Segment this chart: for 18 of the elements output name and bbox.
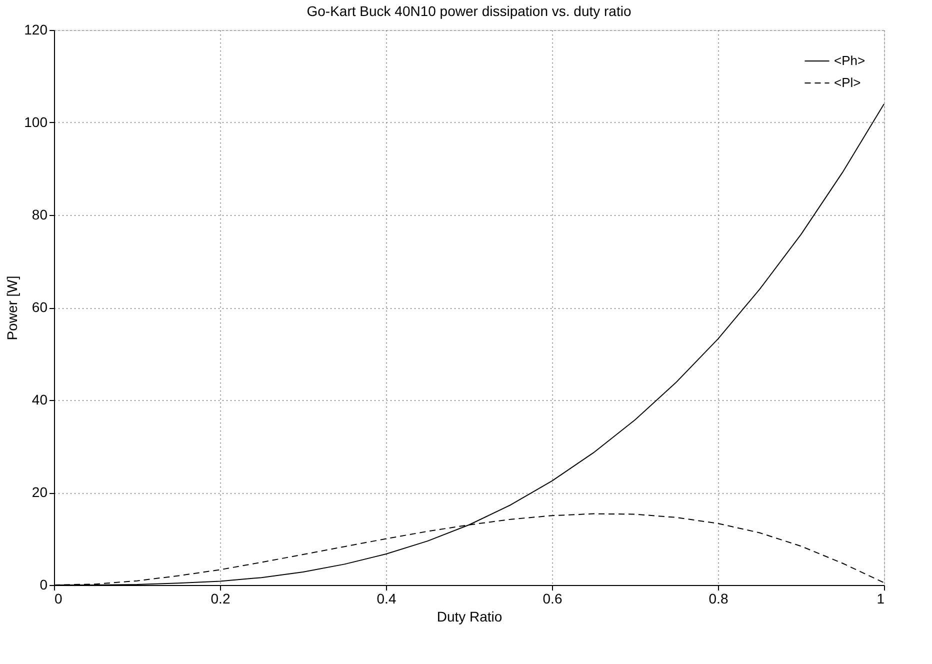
legend-label: <Pl> [834, 75, 861, 90]
y-tick-label: 120 [24, 22, 48, 38]
y-tick-label: 0 [40, 576, 48, 592]
y-tick-label: 80 [32, 206, 48, 222]
x-tick-label: 0.2 [210, 590, 230, 606]
x-axis-title: Duty Ratio [436, 608, 502, 624]
y-tick-label: 20 [32, 484, 48, 500]
x-tick-label: 0 [54, 590, 62, 606]
y-tick-label: 60 [32, 299, 48, 315]
y-tick-label: 40 [32, 392, 48, 408]
x-tick-label: 0.4 [376, 590, 396, 606]
y-tick-label: 100 [24, 114, 48, 130]
x-tick-label: 1 [876, 590, 885, 606]
x-tick-label: 0.8 [708, 590, 728, 606]
chart-title: Go-Kart Buck 40N10 power dissipation vs. duty ratio [306, 3, 632, 19]
x-tick-label: 0.6 [542, 590, 562, 606]
legend-label: <Ph> [834, 53, 866, 68]
y-axis-title: Power [W] [4, 276, 20, 340]
